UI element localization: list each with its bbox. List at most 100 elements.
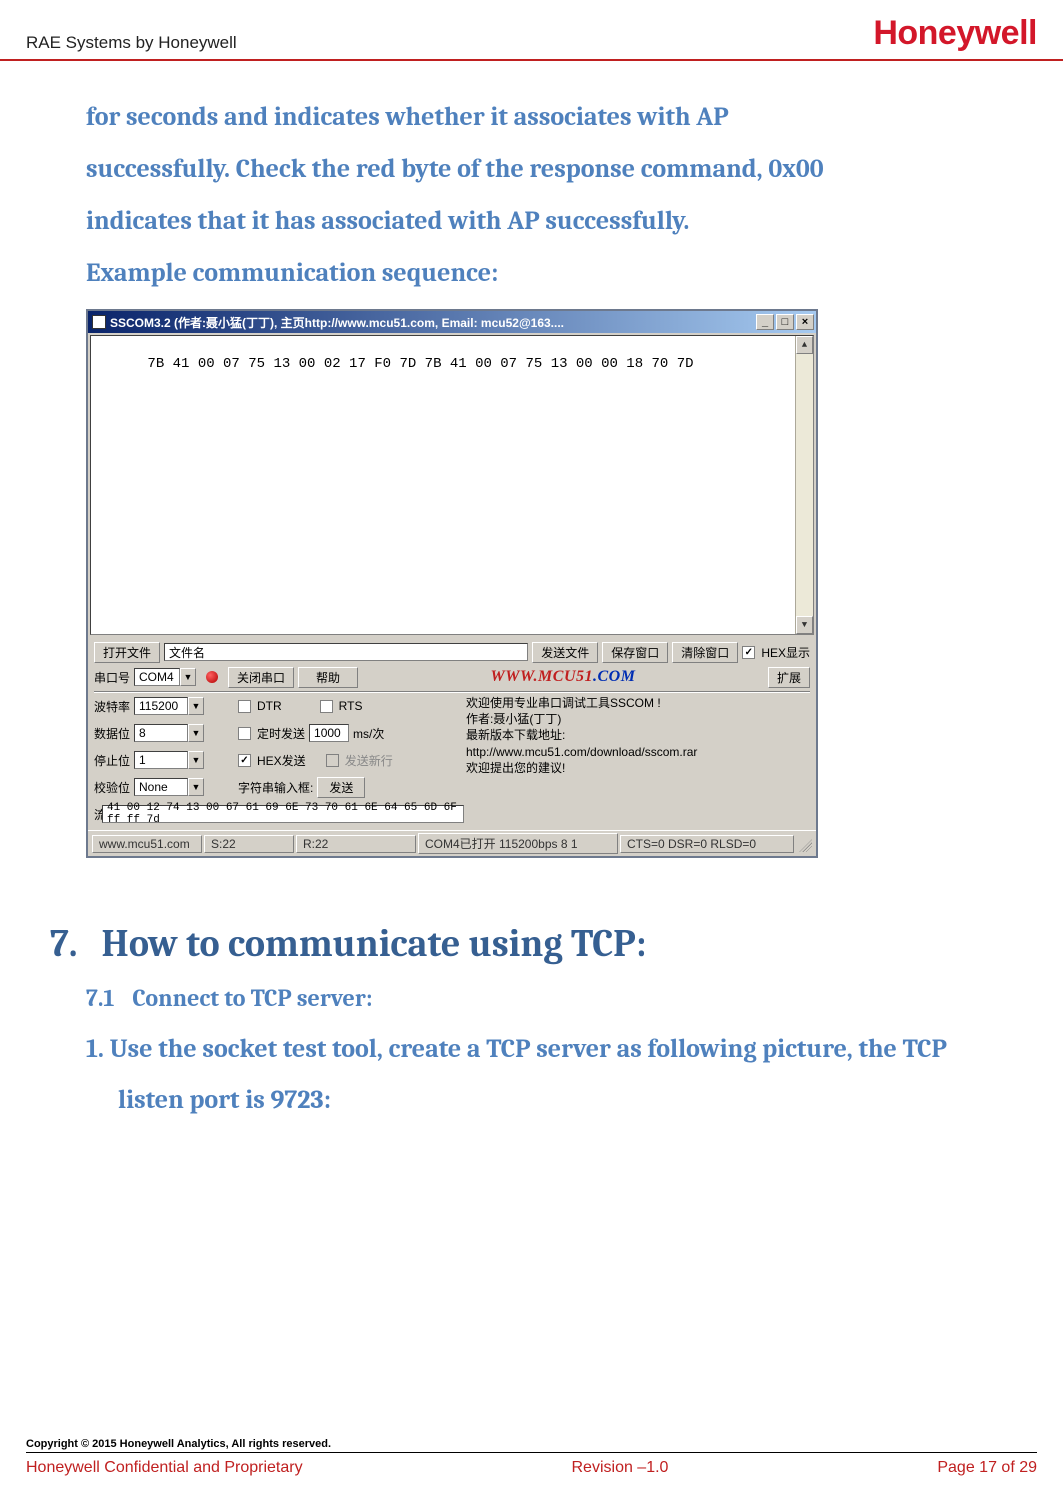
bottom-grid: 波特率 115200▼ 数据位 8▼ 停止位 1▼ 校验位 None▼ [94, 695, 810, 828]
chevron-down-icon[interactable]: ▼ [188, 778, 204, 796]
timed-send-checkbox[interactable] [238, 727, 251, 740]
stop-bits-combo[interactable]: 1▼ [134, 751, 204, 769]
maximize-button[interactable]: □ [776, 314, 794, 330]
step-1-text: 1. Use the socket test tool, create a TC… [86, 1024, 999, 1125]
status-sent: S:22 [204, 835, 294, 853]
section-heading: 7. How to communicate using TCP: [50, 922, 999, 966]
serial-row: 串口号 COM4 ▼ 关闭串口 帮助 WWW.MCU51.COM 扩展 [94, 666, 810, 688]
link-www: WWW. [491, 668, 539, 685]
footer-right: Page 17 of 29 [937, 1459, 1037, 1477]
chevron-down-icon[interactable]: ▼ [180, 668, 196, 686]
paragraph-line-2: successfully. Check the red byte of the … [86, 143, 999, 195]
serial-port-label: 串口号 [94, 669, 130, 686]
honeywell-logo: Honeywell [873, 14, 1037, 53]
page-footer: Copyright © 2015 Honeywell Analytics, Al… [26, 1438, 1037, 1477]
subsection-number: 7.1 [86, 984, 114, 1012]
subsection-heading: 7.1 Connect to TCP server: [86, 984, 999, 1012]
info-line-3: 最新版本下载地址: [466, 727, 810, 743]
hex-display-label: HEX显示 [761, 644, 810, 661]
section-title: How to communicate using TCP: [102, 922, 647, 966]
title-bar-text: SSCOM3.2 (作者:聂小猛(丁丁), 主页http://www.mcu51… [110, 314, 756, 331]
rts-label: RTS [339, 699, 363, 713]
paragraph-line-1: for seconds and indicates whether it ass… [86, 91, 999, 143]
divider [94, 691, 810, 693]
info-line-5: 欢迎提出您的建议! [466, 760, 810, 776]
link-mcu: MCU51 [538, 668, 593, 685]
rts-checkbox[interactable] [320, 700, 333, 713]
parity-label: 校验位 [94, 779, 130, 796]
info-line-1: 欢迎使用专业串口调试工具SSCOM ! [466, 695, 810, 711]
control-panel: 打开文件 文件名 发送文件 保存窗口 清除窗口 ✓ HEX显示 串口号 COM4… [88, 637, 816, 830]
serial-port-value: COM4 [134, 668, 180, 686]
data-bits-label: 数据位 [94, 725, 130, 742]
help-button[interactable]: 帮助 [298, 667, 358, 688]
data-bits-combo[interactable]: 8▼ [134, 724, 204, 742]
expand-button[interactable]: 扩展 [768, 667, 810, 688]
info-line-2: 作者:聂小猛(丁丁) [466, 711, 810, 727]
data-bits-value: 8 [134, 724, 188, 742]
send-file-button[interactable]: 发送文件 [532, 642, 598, 663]
serial-port-combo[interactable]: COM4 ▼ [134, 668, 196, 686]
parity-value: None [134, 778, 188, 796]
mcu51-link[interactable]: WWW.MCU51.COM [362, 668, 764, 686]
status-received: R:22 [296, 835, 416, 853]
info-line-4: http://www.mcu51.com/download/sscom.rar [466, 744, 810, 760]
vertical-scrollbar[interactable]: ▲ ▼ [795, 336, 813, 634]
timed-send-label: 定时发送 [257, 725, 305, 742]
close-serial-button[interactable]: 关闭串口 [228, 667, 294, 688]
scroll-track[interactable] [796, 354, 813, 616]
section-number: 7. [50, 922, 78, 966]
baud-label: 波特率 [94, 698, 130, 715]
hex-send-checkbox[interactable]: ✓ [238, 754, 251, 767]
scroll-up-button[interactable]: ▲ [796, 336, 813, 354]
paragraph-2: Example communication sequence: [86, 247, 999, 299]
hex-display-checkbox[interactable]: ✓ [742, 646, 755, 659]
timed-send-value[interactable]: 1000 [309, 724, 349, 742]
chevron-down-icon[interactable]: ▼ [188, 697, 204, 715]
status-com: COM4已打开 115200bps 8 1 [418, 833, 618, 854]
chevron-down-icon[interactable]: ▼ [188, 751, 204, 769]
timed-send-unit: ms/次 [353, 725, 384, 742]
baud-combo[interactable]: 115200▼ [134, 697, 204, 715]
string-input-label: 字符串输入框: [238, 779, 313, 796]
newline-label: 发送新行 [345, 752, 393, 769]
stop-bits-label: 停止位 [94, 752, 130, 769]
send-button[interactable]: 发送 [317, 777, 365, 798]
window-controls: _ □ × [756, 314, 814, 330]
page-header: RAE Systems by Honeywell Honeywell [0, 0, 1063, 61]
minimize-button[interactable]: _ [756, 314, 774, 330]
dtr-checkbox[interactable] [238, 700, 251, 713]
status-cts: CTS=0 DSR=0 RLSD=0 [620, 835, 794, 853]
sscom-window: SSCOM3.2 (作者:聂小猛(丁丁), 主页http://www.mcu51… [86, 309, 818, 858]
parity-combo[interactable]: None▼ [134, 778, 204, 796]
footer-row: Honeywell Confidential and Proprietary R… [26, 1459, 1037, 1477]
footer-left: Honeywell Confidential and Proprietary [26, 1459, 303, 1477]
chevron-down-icon[interactable]: ▼ [188, 724, 204, 742]
hex-send-label: HEX发送 [257, 752, 306, 769]
hex-output-pane[interactable]: 7B 41 00 07 75 13 00 02 17 F0 7D 7B 41 0… [90, 335, 814, 635]
footer-center: Revision –1.0 [572, 1459, 669, 1477]
scroll-down-button[interactable]: ▼ [796, 616, 813, 634]
subsection-title: Connect to TCP server: [132, 984, 372, 1012]
body-column: for seconds and indicates whether it ass… [0, 61, 1063, 1125]
newline-checkbox [326, 754, 339, 767]
baud-value: 115200 [134, 697, 188, 715]
file-name-field[interactable]: 文件名 [164, 643, 528, 661]
close-button[interactable]: × [796, 314, 814, 330]
stop-bits-value: 1 [134, 751, 188, 769]
clear-window-button[interactable]: 清除窗口 [672, 642, 738, 663]
copyright-line: Copyright © 2015 Honeywell Analytics, Al… [26, 1438, 1037, 1453]
open-file-button[interactable]: 打开文件 [94, 642, 160, 663]
dtr-label: DTR [257, 699, 282, 713]
link-com: COM [598, 668, 636, 685]
paragraph-line-3: indicates that it has associated with AP… [86, 195, 999, 247]
file-row: 打开文件 文件名 发送文件 保存窗口 清除窗口 ✓ HEX显示 [94, 641, 810, 663]
status-bar: www.mcu51.com S:22 R:22 COM4已打开 115200bp… [88, 830, 816, 856]
save-window-button[interactable]: 保存窗口 [602, 642, 668, 663]
status-url: www.mcu51.com [92, 835, 202, 853]
title-bar[interactable]: SSCOM3.2 (作者:聂小猛(丁丁), 主页http://www.mcu51… [88, 311, 816, 333]
send-hex-field[interactable]: 41 00 12 74 13 00 67 61 69 6E 73 70 61 6… [102, 805, 464, 823]
recording-indicator-icon [206, 671, 218, 683]
resize-grip-icon[interactable] [796, 836, 812, 852]
info-block: 欢迎使用专业串口调试工具SSCOM ! 作者:聂小猛(丁丁) 最新版本下载地址:… [460, 695, 810, 828]
